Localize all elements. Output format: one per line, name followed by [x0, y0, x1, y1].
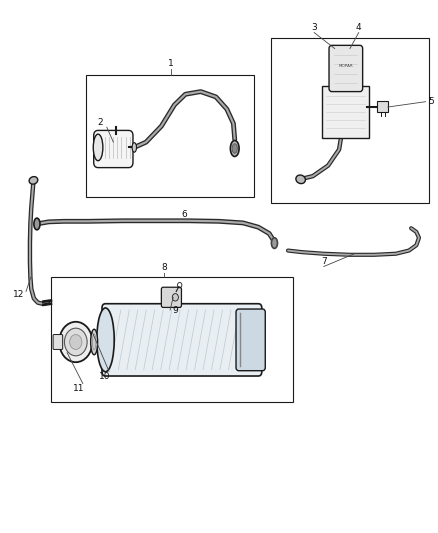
- Text: 11: 11: [73, 384, 84, 393]
- Ellipse shape: [97, 308, 114, 372]
- Circle shape: [59, 322, 92, 362]
- Ellipse shape: [232, 144, 237, 154]
- Text: MOPAR: MOPAR: [338, 63, 353, 68]
- Text: 8: 8: [162, 263, 167, 272]
- FancyBboxPatch shape: [161, 287, 181, 308]
- Ellipse shape: [92, 334, 96, 350]
- Bar: [51, 277, 293, 402]
- Bar: [377, 101, 388, 112]
- Text: 2: 2: [97, 118, 103, 127]
- Bar: [272, 38, 428, 203]
- Text: 3: 3: [311, 23, 317, 32]
- Text: 5: 5: [428, 97, 434, 106]
- Circle shape: [64, 328, 87, 356]
- FancyBboxPatch shape: [53, 335, 63, 350]
- Text: 10: 10: [99, 372, 110, 381]
- Text: 4: 4: [356, 23, 361, 32]
- Ellipse shape: [93, 134, 103, 161]
- Ellipse shape: [272, 238, 278, 248]
- FancyBboxPatch shape: [322, 86, 369, 139]
- Circle shape: [70, 335, 82, 350]
- FancyBboxPatch shape: [236, 309, 265, 370]
- Ellipse shape: [230, 141, 239, 157]
- Ellipse shape: [29, 176, 38, 184]
- Ellipse shape: [91, 329, 98, 355]
- Circle shape: [172, 294, 178, 301]
- Ellipse shape: [132, 143, 137, 152]
- Text: 1: 1: [168, 59, 174, 68]
- Ellipse shape: [34, 218, 40, 230]
- Text: 6: 6: [181, 210, 187, 219]
- Text: 7: 7: [321, 257, 327, 265]
- Bar: [86, 75, 254, 197]
- Text: 9: 9: [173, 305, 178, 314]
- FancyBboxPatch shape: [329, 45, 363, 92]
- FancyBboxPatch shape: [94, 131, 133, 167]
- Ellipse shape: [296, 175, 305, 184]
- FancyBboxPatch shape: [102, 304, 262, 376]
- Text: 12: 12: [13, 289, 25, 298]
